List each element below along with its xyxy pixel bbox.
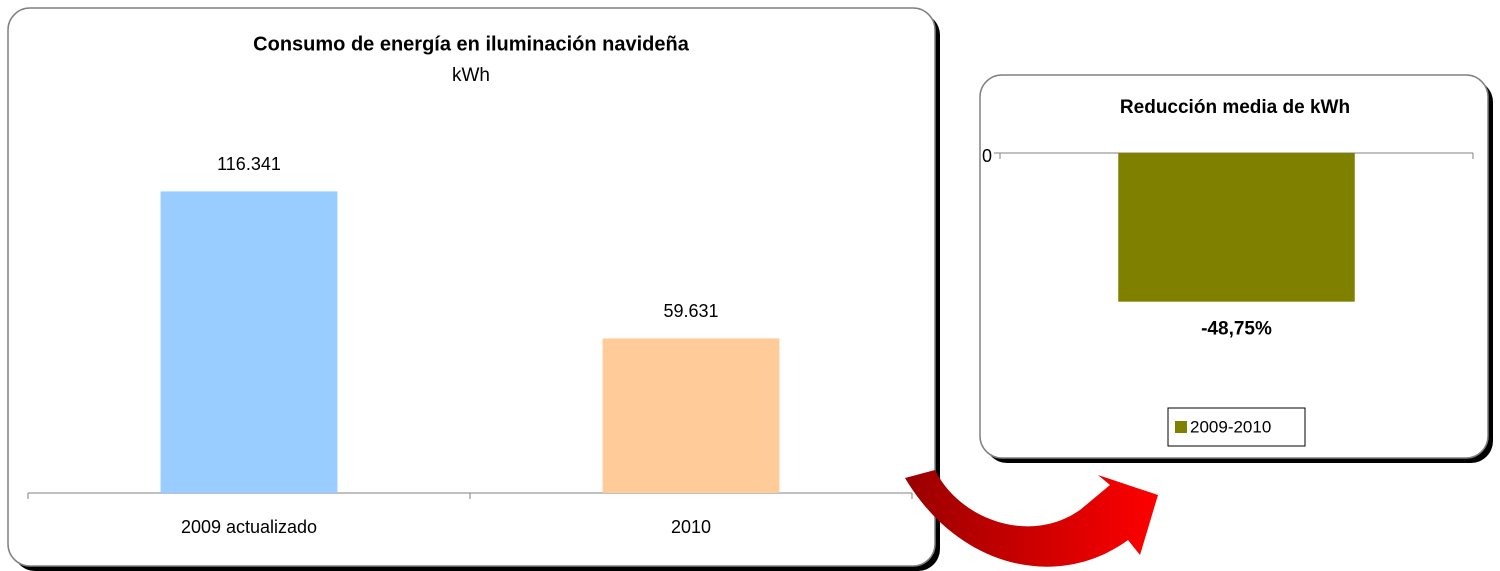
arrow (905, 470, 1158, 567)
bar (160, 191, 338, 493)
value-label: 116.341 (217, 154, 281, 174)
x-tick-label: 2009 actualizado (181, 517, 317, 537)
bar (1118, 153, 1355, 302)
chart-title: Reducción media de kWh (1120, 97, 1350, 118)
legend-swatch (1175, 421, 1187, 433)
chart-subtitle: kWh (452, 65, 490, 86)
panel (7, 7, 936, 567)
legend-box (1167, 407, 1306, 447)
y-tick-label: 0 (982, 146, 992, 166)
legend: 2009-2010 (1167, 407, 1306, 447)
bar (602, 338, 780, 493)
legend-label: 2009-2010 (1190, 417, 1271, 436)
value-label: -48,75% (1201, 319, 1272, 340)
value-label: 59.631 (663, 301, 718, 321)
chart-title: Consumo de energía en iluminación navide… (253, 33, 690, 55)
x-tick-label: 2010 (671, 517, 711, 537)
